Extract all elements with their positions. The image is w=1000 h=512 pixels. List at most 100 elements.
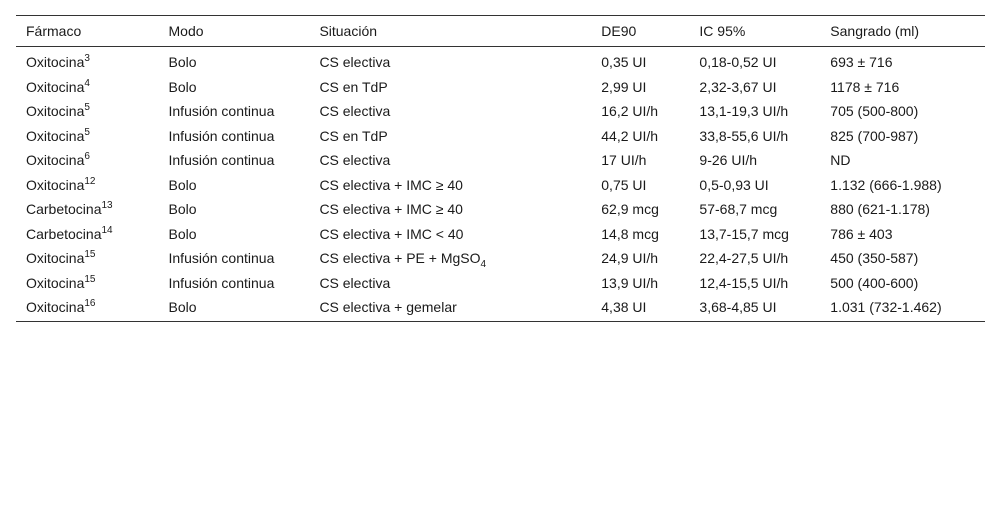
situacion-text: CS electiva: [319, 152, 391, 168]
cell-modo: Infusión continua: [168, 127, 275, 144]
cell-sangrado: 693 ± 716: [830, 54, 893, 70]
cell-ic95: 22,4-27,5 UI/h: [699, 250, 789, 266]
table-row: Carbetocina13 Bolo CS electiva + IMC ≥ 40 6…: [16, 198, 985, 223]
cell-ic95: 9-26 UI/h: [699, 152, 758, 168]
header-farmaco: Fármaco: [26, 23, 82, 39]
drug-name: Oxitocina: [26, 152, 85, 168]
drug-name: Oxitocina: [26, 299, 85, 315]
reference-number: 3: [84, 53, 90, 64]
header-modo: Modo: [168, 23, 204, 39]
cell-sangrado: 880 (621-1.178): [830, 201, 930, 217]
reference-number: 5: [84, 126, 90, 138]
cell-de90: 13,9 UI/h: [601, 274, 659, 291]
cell-ic95: 13,7-15,7 mcg: [699, 225, 789, 242]
cell-modo: Bolo: [168, 78, 197, 95]
cell-de90: 0,35 UI: [601, 54, 647, 70]
cell-modo: Bolo: [168, 225, 197, 242]
situacion-text: CS electiva: [319, 103, 391, 119]
situacion-text: CS en TdP: [319, 78, 388, 95]
cell-de90: 4,38 UI: [601, 299, 647, 315]
header-situacion: Situación: [319, 23, 378, 39]
situacion-text: CS electiva + gemelar: [319, 299, 457, 315]
cell-situacion: CS electiva: [309, 272, 591, 297]
table-row: Oxitocina5 Infusión continua CS electiva 16…: [16, 100, 985, 125]
situacion-text: CS electiva + IMC < 40: [319, 225, 464, 242]
cell-de90: 16,2 UI/h: [601, 103, 659, 119]
cell-situacion: CS electiva: [309, 149, 591, 174]
reference-number: 14: [101, 224, 113, 236]
cell-de90: 14,8 mcg: [601, 225, 659, 242]
table-body: Oxitocina3 Bolo CS electiva 0,35 UI 0,18-0,5…: [16, 47, 985, 321]
cell-modo: Bolo: [168, 54, 197, 70]
situacion-text: CS electiva + IMC ≥ 40: [319, 201, 463, 217]
cell-de90: 24,9 UI/h: [601, 250, 659, 266]
dose-table: Fármaco Modo Situación DE90 IC 95% Sangr…: [16, 15, 985, 322]
cell-ic95: 13,1-19,3 UI/h: [699, 103, 789, 119]
table-row: Oxitocina16 Bolo CS electiva + gemelar 4,38…: [16, 296, 985, 321]
cell-ic95: 0,18-0,52 UI: [699, 54, 777, 70]
cell-modo: Bolo: [168, 201, 197, 217]
cell-sangrado: 705 (500-800): [830, 103, 919, 119]
cell-sangrado: 786 ± 403: [830, 225, 893, 242]
cell-de90: 44,2 UI/h: [601, 127, 659, 144]
cell-ic95: 3,68-4,85 UI: [699, 299, 777, 315]
cell-situacion: CS electiva + IMC ≥ 40: [309, 174, 591, 199]
cell-situacion: CS en TdP: [309, 76, 591, 101]
reference-number: 5: [84, 102, 90, 113]
cell-farmaco: Oxitocina3: [16, 47, 159, 76]
cell-modo: Infusión continua: [168, 250, 275, 266]
cell-farmaco: Oxitocina15: [16, 272, 159, 297]
cell-sangrado: 1.132 (666-1.988): [830, 176, 942, 193]
table-header: Fármaco Modo Situación DE90 IC 95% Sangr…: [16, 15, 985, 47]
cell-modo: Infusión continua: [168, 152, 275, 168]
cell-ic95: 0,5-0,93 UI: [699, 176, 769, 193]
cell-farmaco: Oxitocina5: [16, 125, 159, 150]
cell-situacion: CS electiva + IMC < 40: [309, 223, 591, 248]
situacion-subscript: 4: [480, 259, 487, 270]
reference-number: 6: [84, 151, 90, 162]
cell-de90: 17 UI/h: [601, 152, 647, 168]
cell-situacion: CS electiva: [309, 100, 591, 125]
cell-situacion: CS electiva + IMC ≥ 40: [309, 198, 591, 223]
cell-farmaco: Oxitocina4: [16, 76, 159, 101]
drug-name: Oxitocina: [26, 250, 85, 266]
table-row: Oxitocina12 Bolo CS electiva + IMC ≥ 40 0,7…: [16, 174, 985, 199]
cell-farmaco: Carbetocina14: [16, 223, 159, 248]
reference-number: 12: [84, 175, 96, 187]
drug-name: Oxitocina: [26, 103, 85, 119]
cell-ic95: 2,32-3,67 UI: [699, 78, 777, 95]
cell-sangrado: 500 (400-600): [830, 274, 919, 291]
drug-name: Carbetocina: [26, 201, 102, 217]
cell-de90: 62,9 mcg: [601, 201, 659, 217]
reference-number: 13: [101, 200, 113, 211]
header-row: Fármaco Modo Situación DE90 IC 95% Sangr…: [16, 15, 985, 47]
cell-ic95: 33,8-55,6 UI/h: [699, 127, 789, 144]
situacion-text: CS electiva + IMC ≥ 40: [319, 176, 463, 193]
table-row: Oxitocina4 Bolo CS en TdP 2,99 UI 2,32-3,67 …: [16, 76, 985, 101]
situacion-text: CS en TdP: [319, 127, 388, 144]
cell-farmaco: Oxitocina16: [16, 296, 159, 321]
cell-farmaco: Oxitocina15: [16, 247, 159, 272]
cell-situacion: CS en TdP: [309, 125, 591, 150]
reference-number: 16: [84, 298, 96, 309]
cell-sangrado: 450 (350-587): [830, 250, 919, 266]
cell-modo: Bolo: [168, 299, 197, 315]
reference-number: 15: [84, 249, 96, 260]
situacion-text: CS electiva: [319, 274, 391, 291]
drug-name: Oxitocina: [26, 78, 85, 95]
drug-name: Carbetocina: [26, 225, 102, 242]
cell-situacion: CS electiva + PE + MgSO4: [309, 247, 591, 272]
cell-sangrado: 1.031 (732-1.462): [830, 299, 942, 315]
dose-table-container: Fármaco Modo Situación DE90 IC 95% Sangr…: [16, 15, 985, 322]
cell-modo: Infusión continua: [168, 274, 275, 291]
situacion-text: CS electiva: [319, 54, 391, 70]
cell-ic95: 57-68,7 mcg: [699, 201, 778, 217]
cell-farmaco: Oxitocina12: [16, 174, 159, 199]
cell-farmaco: Carbetocina13: [16, 198, 159, 223]
cell-sangrado: ND: [830, 152, 851, 168]
cell-farmaco: Oxitocina5: [16, 100, 159, 125]
table-row: Oxitocina3 Bolo CS electiva 0,35 UI 0,18-0,5…: [16, 47, 985, 76]
cell-situacion: CS electiva + gemelar: [309, 296, 591, 321]
table-row: Carbetocina14 Bolo CS electiva + IMC < 40 1…: [16, 223, 985, 248]
reference-number: 4: [84, 77, 90, 89]
